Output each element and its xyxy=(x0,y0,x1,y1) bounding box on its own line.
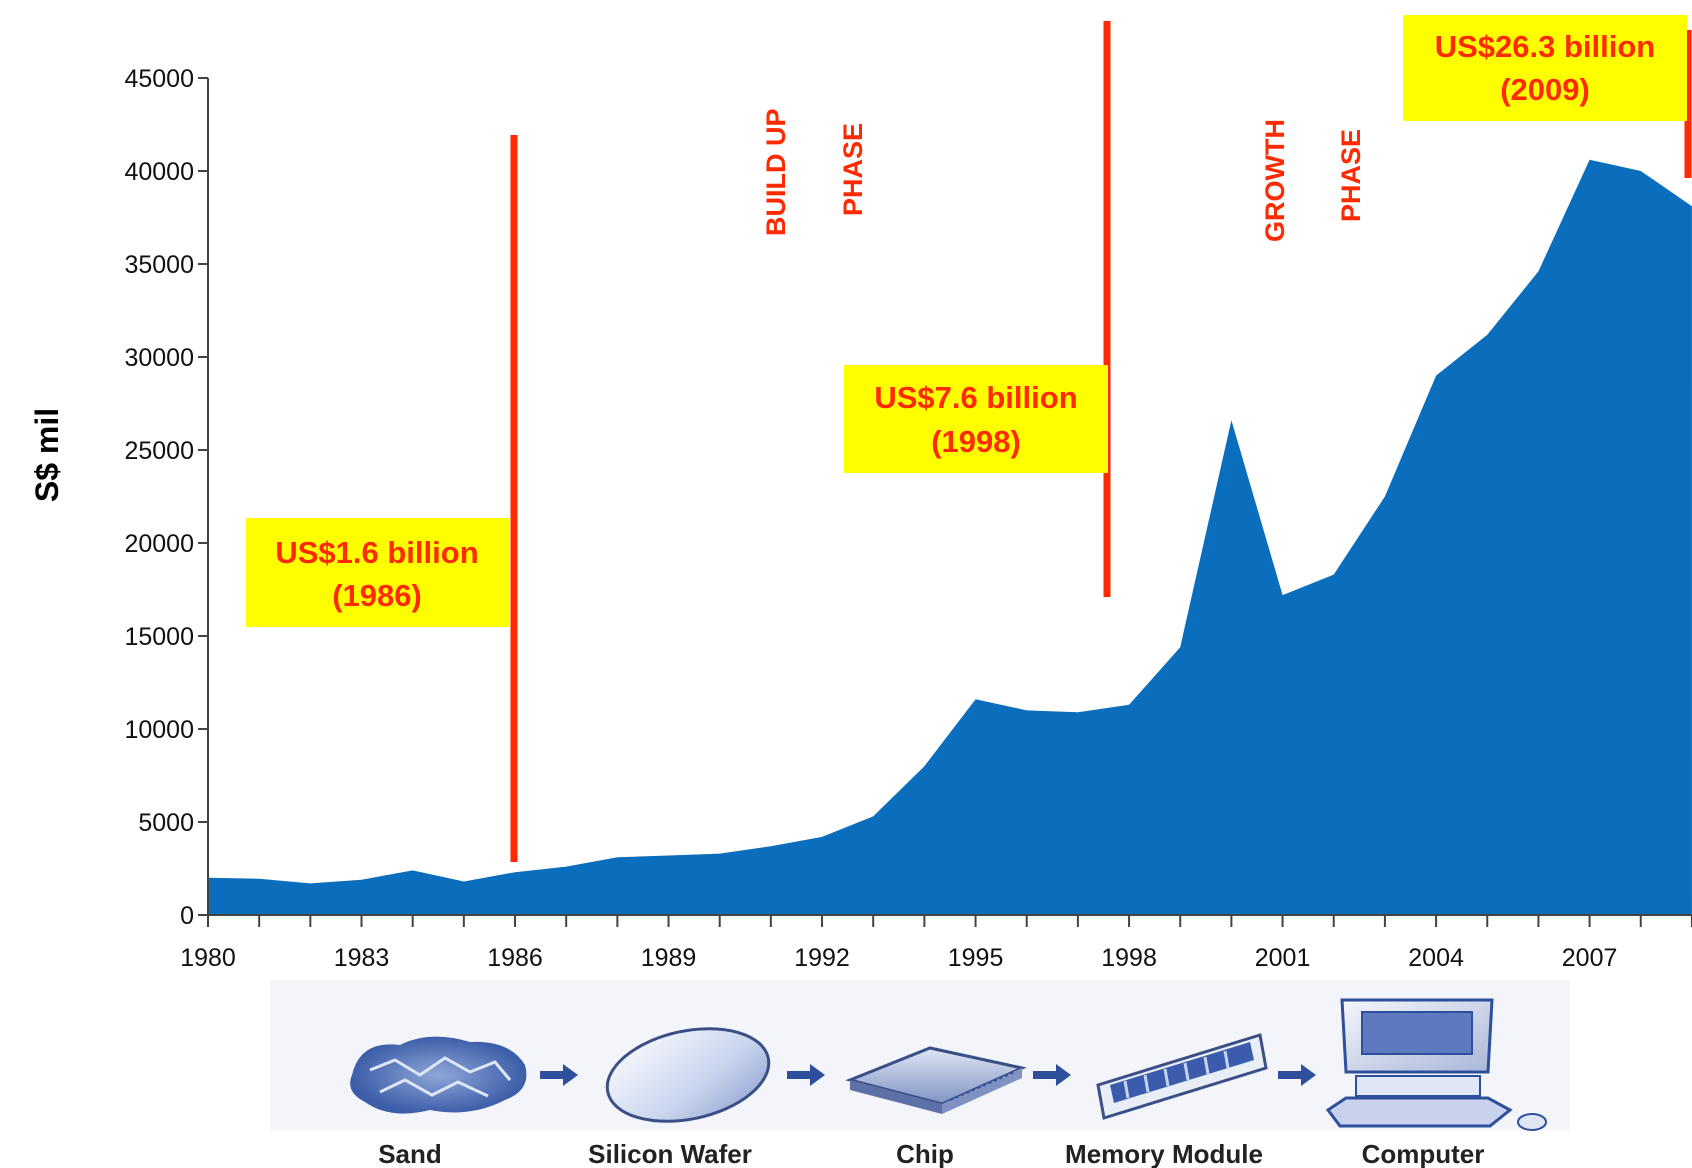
y-tick-label: 5000 xyxy=(138,809,194,837)
callout-1998-year: (1998) xyxy=(931,424,1021,459)
callout-1986-box xyxy=(246,518,509,627)
value-chain-label-memory-module: Memory Module xyxy=(1065,1139,1263,1168)
y-ticks: 0 5000 10000 15000 20000 25000 30000 35000 40000… xyxy=(124,65,208,930)
silicon-wafer-icon xyxy=(605,1027,771,1123)
growth-phase-label: PHASE xyxy=(1336,129,1366,222)
value-chain-label-silicon-wafer: Silicon Wafer xyxy=(588,1139,752,1168)
y-tick-label: 35000 xyxy=(124,251,194,279)
y-tick-label: 20000 xyxy=(124,530,194,558)
callout-2009: US$26.3 billion (2009) xyxy=(1403,15,1687,121)
x-ticks: 1980 1983 1986 1989 1992 1995 1998 2001 2004 2007 xyxy=(180,915,1692,972)
callout-1998-value: US$7.6 billion xyxy=(874,380,1077,415)
y-tick-label: 30000 xyxy=(124,344,194,372)
x-tick-label: 1986 xyxy=(487,944,543,972)
callout-2009-year: (2009) xyxy=(1500,72,1590,107)
build-up-phase-label: PHASE xyxy=(838,123,868,216)
chip-icon xyxy=(845,1046,1027,1114)
build-up-label: BUILD UP xyxy=(761,109,791,237)
y-axis-label: S$ mil xyxy=(29,408,65,502)
x-tick-label: 1983 xyxy=(334,944,390,972)
value-chain: Sand Silicon Wafer Chip Memory Module Co… xyxy=(270,980,1570,1168)
callout-1998: US$7.6 billion (1998) xyxy=(844,365,1108,473)
y-tick-label: 40000 xyxy=(124,158,194,186)
memory-module-icon xyxy=(1096,1033,1268,1120)
area-layer xyxy=(208,159,1692,916)
value-chain-label-computer: Computer xyxy=(1362,1139,1485,1168)
x-tick-label: 1992 xyxy=(794,944,850,972)
y-tick-label: 10000 xyxy=(124,716,194,744)
axes xyxy=(207,78,1692,916)
arrow-icon xyxy=(787,1064,825,1086)
arrow-icon xyxy=(540,1064,578,1086)
x-tick-label: 2004 xyxy=(1408,944,1464,972)
sand-icon xyxy=(350,1036,527,1114)
y-tick-label: 15000 xyxy=(124,623,194,651)
growth-label: GROWTH xyxy=(1260,119,1290,242)
callout-2009-box xyxy=(1403,15,1687,121)
y-tick-label: 0 xyxy=(180,902,194,930)
callout-2009-value: US$26.3 billion xyxy=(1435,29,1656,64)
arrow-icon xyxy=(1033,1064,1071,1086)
y-tick-label: 45000 xyxy=(124,65,194,93)
x-tick-label: 1995 xyxy=(948,944,1004,972)
x-tick-label: 1998 xyxy=(1101,944,1157,972)
value-chain-label-sand: Sand xyxy=(378,1139,442,1168)
area-series xyxy=(208,159,1692,916)
computer-icon xyxy=(1325,998,1547,1131)
callout-1986-value: US$1.6 billion xyxy=(275,535,478,570)
x-tick-label: 2001 xyxy=(1255,944,1311,972)
callout-1998-box xyxy=(844,365,1108,473)
x-tick-label: 1980 xyxy=(180,944,236,972)
arrow-icon xyxy=(1278,1064,1316,1086)
callout-1986-year: (1986) xyxy=(332,578,422,613)
value-chain-label-chip: Chip xyxy=(896,1139,954,1168)
x-tick-label: 2007 xyxy=(1562,944,1618,972)
callout-1986: US$1.6 billion (1986) xyxy=(246,518,509,627)
y-tick-label: 25000 xyxy=(124,437,194,465)
x-tick-label: 1989 xyxy=(641,944,697,972)
